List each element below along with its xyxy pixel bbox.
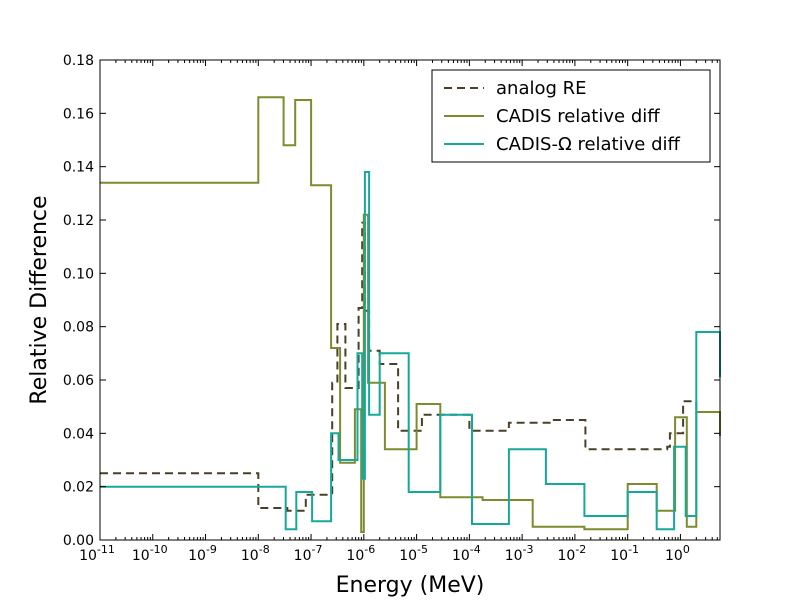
y-tick-label: 0.00 (63, 533, 94, 549)
y-axis-title: Relative Difference (27, 195, 52, 404)
x-tick-label: 10-4 (452, 543, 481, 564)
series-line-cadis (100, 96, 721, 533)
x-tick-label: 10-9 (188, 543, 217, 564)
y-tick-label: 0.16 (63, 106, 94, 122)
x-tick-label: 10-5 (399, 543, 428, 564)
x-axis-ticks: 10-11 10-10 10-9 10-8 10-7 10-6 10-5 10-4 10-3 10… (79, 60, 718, 564)
x-tick-label: 10-11 (79, 543, 115, 564)
y-tick-label: 0.08 (63, 320, 94, 336)
y-tick-label: 0.12 (63, 213, 94, 229)
x-tick-label: 100 (665, 543, 690, 564)
legend-label-analog-re: analog RE (496, 78, 587, 99)
x-tick-label: 10-10 (132, 543, 168, 564)
y-tick-label: 0.06 (63, 373, 94, 389)
x-tick-label: 10-6 (346, 543, 375, 564)
series-line-cadis-omega (100, 171, 721, 531)
x-tick-label: 10-7 (294, 543, 323, 564)
plot-frame (99, 59, 721, 541)
y-tick-label: 0.18 (63, 53, 94, 69)
y-tick-label: 0.04 (63, 426, 94, 442)
x-axis-title: Energy (MeV) (336, 573, 485, 598)
series-layer (100, 96, 721, 533)
x-tick-label: 10-8 (241, 543, 270, 564)
y-tick-label: 0.10 (63, 266, 94, 282)
x-tick-label: 10-2 (557, 543, 586, 564)
x-tick-label: 10-1 (610, 543, 639, 564)
y-tick-label: 0.02 (63, 480, 94, 496)
y-tick-label: 0.14 (63, 160, 94, 176)
legend-label-cadis-omega: CADIS-Ω relative diff (496, 134, 680, 155)
y-axis-ticks: 0.00 0.02 0.04 0.06 0.08 0.10 0.12 0.14 0.16 0.18 (63, 53, 720, 549)
legend: analog RE CADIS relative diff CADIS-Ω re… (431, 69, 711, 163)
x-tick-label: 10-3 (505, 543, 534, 564)
legend-label-cadis: CADIS relative diff (496, 106, 660, 127)
